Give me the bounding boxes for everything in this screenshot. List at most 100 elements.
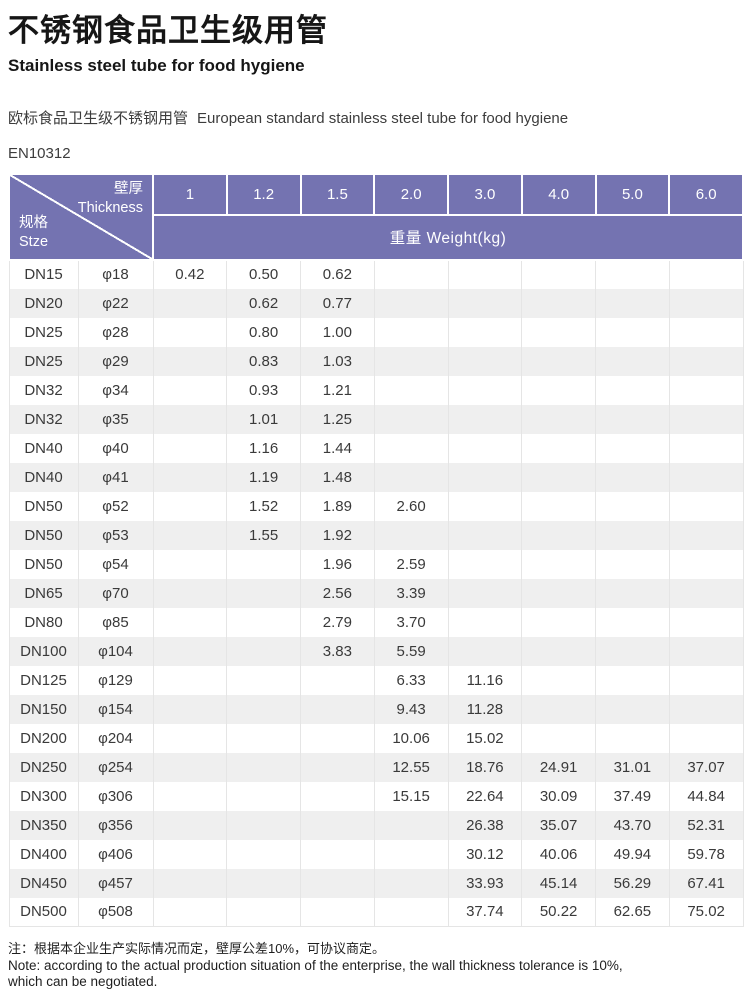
weight-cell: 22.64	[447, 781, 523, 811]
diameter-cell: φ53	[77, 520, 154, 550]
weight-cell	[595, 491, 670, 521]
weight-cell: 1.92	[300, 520, 375, 550]
weight-cell	[447, 491, 523, 521]
weight-cell	[226, 839, 301, 869]
weight-cell	[152, 607, 228, 637]
weight-cell	[226, 810, 301, 840]
weight-cell	[447, 288, 523, 318]
weight-cell	[152, 839, 228, 869]
footnote-en-line1: Note: according to the actual production…	[8, 957, 623, 973]
weight-cell	[595, 723, 670, 753]
weight-cell	[300, 665, 375, 695]
thickness-col-header: 1.5	[299, 172, 376, 216]
weight-cell	[521, 433, 596, 463]
weight-cell	[152, 288, 228, 318]
weight-cell	[152, 723, 228, 753]
weight-cell	[373, 868, 449, 898]
weight-cell	[447, 607, 523, 637]
diameter-cell: φ41	[77, 462, 154, 492]
weight-cell	[668, 607, 744, 637]
weight-cell: 26.38	[447, 810, 523, 840]
weight-cell	[447, 520, 523, 550]
weight-cell	[668, 433, 744, 463]
weight-cell	[373, 375, 449, 405]
dn-size-cell: DN50	[8, 549, 79, 579]
weight-cell: 0.42	[152, 259, 228, 289]
diameter-cell: φ306	[77, 781, 154, 811]
dn-size-cell: DN20	[8, 288, 79, 318]
weight-cell	[595, 520, 670, 550]
weight-cell: 0.62	[226, 288, 301, 318]
diameter-cell: φ35	[77, 404, 154, 434]
weight-cell: 43.70	[595, 810, 670, 840]
dn-size-cell: DN250	[8, 752, 79, 782]
weight-cell: 37.49	[595, 781, 670, 811]
weight-cell: 3.83	[300, 636, 375, 666]
dn-size-cell: DN350	[8, 810, 79, 840]
weight-cell	[447, 462, 523, 492]
diameter-cell: φ508	[77, 897, 154, 928]
weight-cell	[521, 723, 596, 753]
thickness-col-header: 1.2	[225, 172, 302, 216]
weight-cell: 37.74	[447, 897, 523, 928]
table-row: DN25 φ29 0.83 1.03	[8, 346, 744, 376]
weight-cell	[373, 346, 449, 376]
weight-cell: 1.96	[300, 549, 375, 579]
weight-cell: 0.83	[226, 346, 301, 376]
weight-cell	[668, 578, 744, 608]
subtitle-en: European standard stainless steel tube f…	[197, 109, 569, 127]
weight-cell: 15.15	[373, 781, 449, 811]
dn-size-cell: DN25	[8, 317, 79, 347]
weight-cell: 62.65	[595, 897, 670, 928]
diameter-cell: φ457	[77, 868, 154, 898]
weight-cell: 67.41	[668, 868, 744, 898]
table-row: DN50 φ53 1.55 1.92	[8, 520, 744, 550]
weight-cell: 1.48	[300, 462, 375, 492]
dn-size-cell: DN65	[8, 578, 79, 608]
weight-cell: 56.29	[595, 868, 670, 898]
weight-cell	[595, 346, 670, 376]
weight-cell	[521, 520, 596, 550]
weight-cell	[373, 404, 449, 434]
weight-cell: 2.59	[373, 549, 449, 579]
weight-cell: 1.03	[300, 346, 375, 376]
table-row: DN500 φ508 37.74 50.22 62.65 75.02	[8, 897, 744, 928]
dn-size-cell: DN200	[8, 723, 79, 753]
table-row: DN15 φ18 0.42 0.50 0.62	[8, 259, 744, 289]
weight-cell	[668, 723, 744, 753]
weight-cell	[447, 346, 523, 376]
dn-size-cell: DN150	[8, 694, 79, 724]
diameter-cell: φ85	[77, 607, 154, 637]
weight-cell: 33.93	[447, 868, 523, 898]
weight-cell	[152, 433, 228, 463]
weight-cell	[521, 578, 596, 608]
diameter-cell: φ22	[77, 288, 154, 318]
weight-cell	[595, 636, 670, 666]
weight-cell: 0.80	[226, 317, 301, 347]
weight-cell: 35.07	[521, 810, 596, 840]
weight-cell	[595, 375, 670, 405]
subtitle-zh: 欧标食品卫生级不锈钢用管	[8, 109, 189, 127]
weight-cell: 75.02	[668, 897, 744, 928]
weight-cell	[595, 404, 670, 434]
weight-cell	[447, 578, 523, 608]
dn-size-cell: DN80	[8, 607, 79, 637]
weight-cell	[152, 491, 228, 521]
weight-cell	[373, 317, 449, 347]
size-label-zh: 规格	[19, 214, 48, 231]
weight-cell	[521, 607, 596, 637]
weight-cell	[668, 317, 744, 347]
weight-cell	[373, 259, 449, 289]
weight-cell: 40.06	[521, 839, 596, 869]
weight-cell	[447, 317, 523, 347]
diameter-cell: φ54	[77, 549, 154, 579]
weight-cell	[226, 897, 301, 928]
weight-cell	[226, 549, 301, 579]
weight-cell	[152, 375, 228, 405]
thickness-col-header: 4.0	[520, 172, 597, 216]
weight-cell	[152, 752, 228, 782]
table-row: DN100 φ104 3.83 5.59	[8, 636, 744, 666]
weight-cell	[521, 636, 596, 666]
weight-cell: 30.09	[521, 781, 596, 811]
weight-cell	[373, 462, 449, 492]
